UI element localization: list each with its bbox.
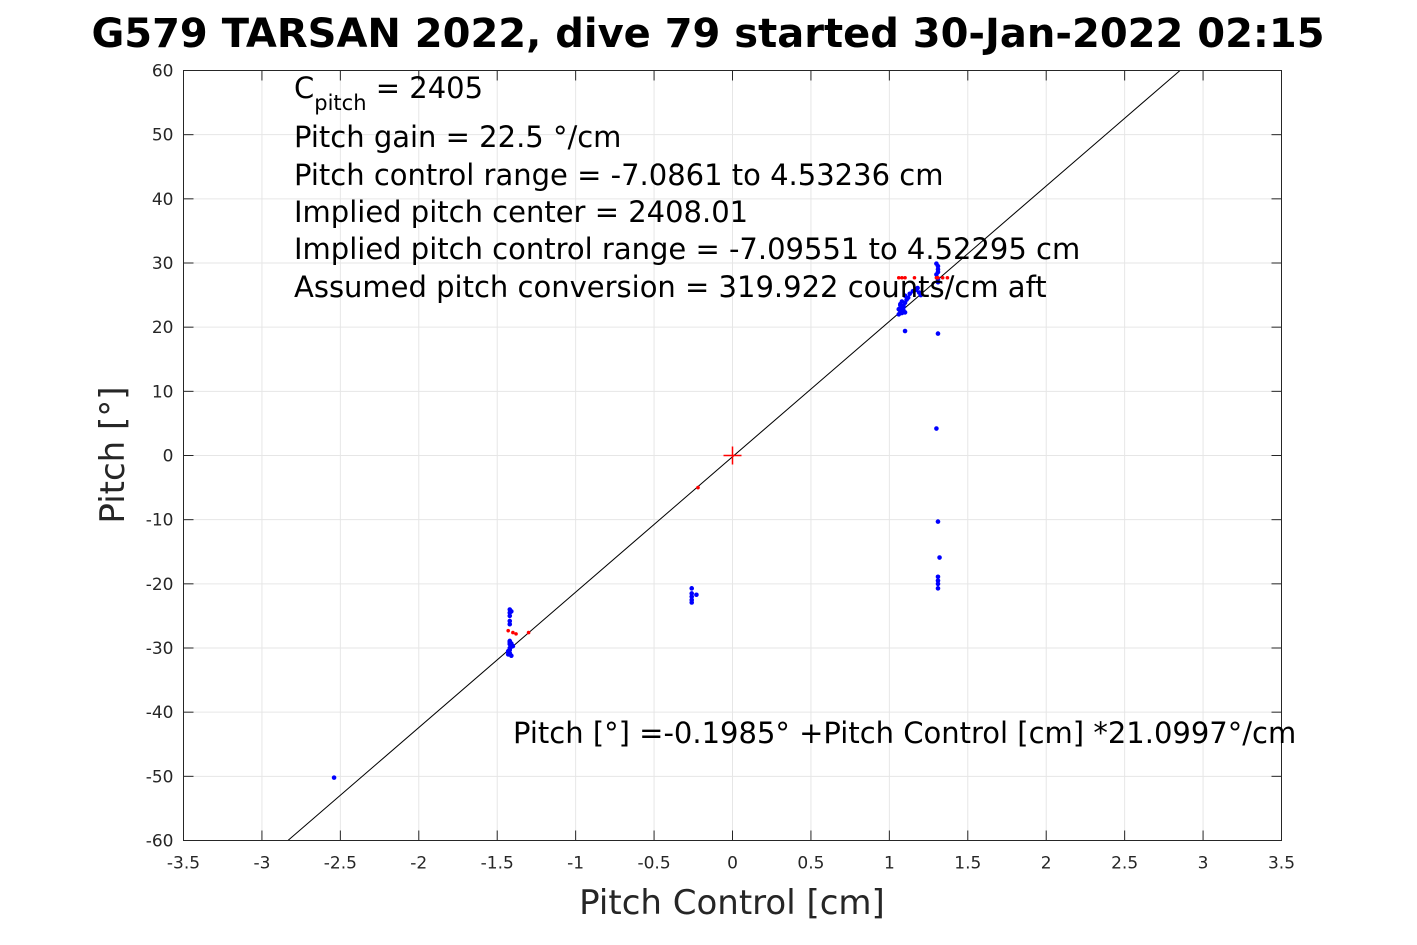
x-tick-label: -1 [567,854,584,874]
data-point [689,591,695,596]
data-point [526,630,531,635]
y-tick-label: 20 [152,318,174,338]
plot-frame [183,70,1282,841]
c-pitch-base: C [294,71,314,105]
data-point [935,267,941,272]
y-tick-label: -50 [146,767,174,787]
data-point [689,594,695,599]
data-point [934,261,939,266]
x-tick-label: 0.5 [797,854,824,874]
data-point [935,586,941,591]
annotation-fit-equation: Pitch [°] =-0.1985° +Pitch Control [cm] … [513,716,1296,750]
y-tick-label: 40 [152,190,174,210]
data-point [331,775,337,780]
data-point [507,613,513,619]
data-point [903,275,907,280]
y-tick-label: -10 [146,511,174,531]
y-tick-label: 60 [152,62,174,82]
data-point [899,310,905,316]
data-point [912,275,917,280]
x-tick-label: 2.5 [1111,854,1138,874]
data-point [935,574,941,580]
data-point [902,293,908,299]
c-pitch-value: = 2405 [367,71,484,105]
x-tick-label: -3 [253,854,270,874]
y-tick-label: -30 [146,639,174,659]
data-point [509,609,514,614]
data-point [935,581,941,587]
annotation-pitch-gain: Pitch gain = 22.5 °/cm [294,120,621,154]
y-tick-labels: -60 -50 -40 -30 -20 -10 0 10 20 30 40 50 60 [146,62,174,852]
x-axis-label: Pitch Control [cm] [579,883,885,923]
annotation-assumed-conversion: Assumed pitch conversion = 319.922 count… [294,270,1047,304]
y-axis-label: Pitch [°] [93,386,133,523]
data-point [937,555,942,560]
y-tick-label: -40 [146,703,174,723]
y-tick-label: 0 [163,447,174,467]
center-marker-layer [723,446,742,465]
y-tick-label: 30 [152,254,174,274]
x-tick-labels: -3.5 -3 -2.5 -2 -1.5 -1 -0.5 0 0.5 1 1.5 2 2.5 3 3.5 [167,854,1295,874]
data-point [507,618,513,624]
data-point [511,630,515,635]
data-point [936,275,940,280]
data-point [689,600,695,605]
data-point [507,638,513,644]
data-point [935,519,941,524]
data-point [934,426,939,431]
data-points [331,261,950,780]
annotation-implied-range: Implied pitch control range = -7.09551 t… [294,232,1080,266]
annotation-pitch-control-range: Pitch control range = -7.0861 to 4.53236… [294,158,943,192]
chart-title: G579 TARSAN 2022, dive 79 started 30-Jan… [91,11,1324,57]
data-point [506,628,510,633]
data-point [696,485,700,490]
x-tick-label: 3 [1198,854,1209,874]
data-point [907,291,913,297]
center-marker [723,446,742,465]
x-tick-label: -1.5 [481,854,514,874]
y-tick-label: 50 [152,126,174,146]
data-point [935,279,941,285]
data-point [900,275,904,280]
data-point [507,621,513,627]
c-pitch-subscript: pitch [314,91,366,115]
data-point [514,632,518,636]
x-tick-label: 3.5 [1268,854,1295,874]
data-point [505,648,511,654]
data-point [896,275,901,280]
x-tick-label: 1 [884,854,895,874]
data-point [935,331,941,336]
data-point [898,306,903,311]
x-tick-label: 1.5 [954,854,981,874]
data-point [940,275,945,280]
data-point [689,586,695,591]
annotation-implied-center: Implied pitch center = 2408.01 [294,195,748,229]
x-tick-label: -2 [410,854,427,874]
data-point [915,285,920,291]
data-point [935,578,941,583]
y-tick-label: -60 [146,832,174,852]
data-point [945,275,950,280]
series-0 [331,261,942,780]
data-point [902,328,908,334]
x-tick-label: -0.5 [637,854,670,874]
data-point [694,592,699,598]
x-tick-label: 0 [727,854,738,874]
data-point [918,292,924,298]
series-1 [506,275,950,636]
x-tick-label: -2.5 [324,854,357,874]
y-tick-label: 10 [152,382,174,402]
x-tick-label: -3.5 [167,854,200,874]
annotation-c-pitch: Cpitch = 2405 [294,71,483,115]
x-tick-label: 2 [1041,854,1052,874]
y-tick-label: -20 [146,575,174,595]
